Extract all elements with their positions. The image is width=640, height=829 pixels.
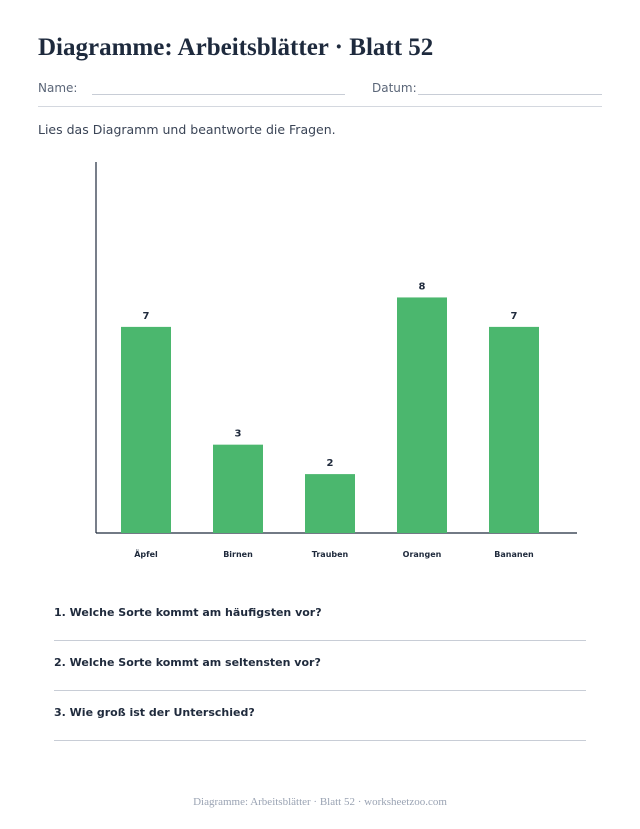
date-label: Datum: — [372, 81, 417, 95]
name-date-row: Name: Datum: — [38, 80, 602, 100]
date-field-line[interactable] — [418, 94, 602, 95]
category-label-3: Trauben — [312, 550, 349, 559]
bar-1 — [121, 326, 171, 533]
question-2: 2. Welche Sorte kommt am seltensten vor? — [54, 656, 586, 691]
bar-4 — [397, 297, 447, 533]
question-1-text: 1. Welche Sorte kommt am häufigsten vor? — [54, 606, 322, 619]
category-label-5: Bananen — [494, 550, 534, 559]
footer: Diagramme: Arbeitsblätter · Blatt 52 · w… — [193, 796, 447, 808]
category-label-1: Äpfel — [134, 549, 158, 559]
category-label-2: Birnen — [223, 550, 253, 559]
answer-line-2[interactable] — [54, 690, 586, 691]
bar-3 — [305, 474, 355, 533]
answer-line-3[interactable] — [54, 740, 586, 741]
instructions: Lies das Diagramm und beantworte die Fra… — [38, 122, 336, 137]
bar-value-label-1: 7 — [143, 311, 150, 322]
bar-5 — [489, 326, 539, 533]
question-3: 3. Wie groß ist der Unterschied? — [54, 706, 586, 741]
name-field-line[interactable] — [92, 94, 345, 95]
bars-group: 7 Äpfel 3 Birnen 2 Trauben 8 Orangen 7 Bananen — [121, 281, 539, 559]
page-title: Diagramme: Arbeitsblätter · Blatt 52 — [38, 34, 434, 61]
header-divider — [38, 106, 602, 107]
bar-value-label-5: 7 — [511, 311, 518, 322]
bar-value-label-4: 8 — [419, 281, 426, 292]
question-2-text: 2. Welche Sorte kommt am seltensten vor? — [54, 656, 321, 669]
bar-chart: 7 Äpfel 3 Birnen 2 Trauben 8 Orangen 7 Bananen — [95, 162, 577, 559]
category-label-4: Orangen — [403, 550, 442, 559]
answer-line-1[interactable] — [54, 640, 586, 641]
bar-2 — [213, 444, 263, 533]
name-label: Name: — [38, 81, 78, 95]
bar-value-label-3: 2 — [327, 458, 334, 469]
question-1: 1. Welche Sorte kommt am häufigsten vor? — [54, 606, 586, 641]
bar-value-label-2: 3 — [235, 429, 242, 440]
question-3-text: 3. Wie groß ist der Unterschied? — [54, 706, 255, 719]
